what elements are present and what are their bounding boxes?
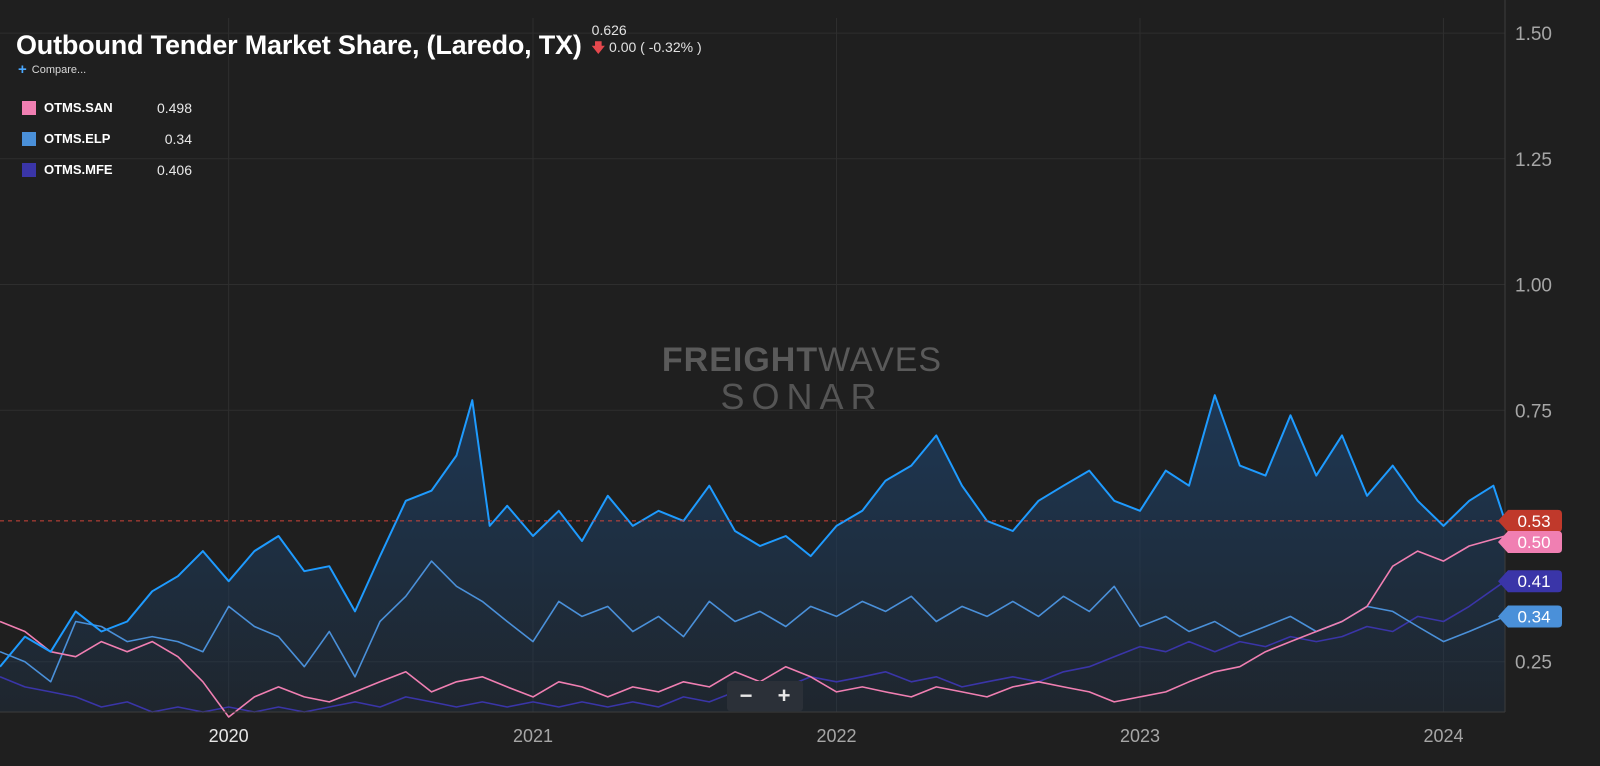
x-tick-label: 2021 xyxy=(513,726,553,746)
series-line-main xyxy=(0,394,1506,668)
legend-value: 0.34 xyxy=(164,130,192,147)
end-label-text: 0.34 xyxy=(1517,607,1550,626)
x-tick-label: 2022 xyxy=(816,726,856,746)
y-axis: 0.25 0.75 1.00 1.25 1.50 xyxy=(1504,0,1552,712)
end-label: 0.34 xyxy=(1498,605,1562,628)
legend-name: OTMS.SAN xyxy=(44,100,113,115)
end-label-text: 0.50 xyxy=(1517,533,1550,552)
legend-value: 0.498 xyxy=(156,99,192,116)
end-label: 0.53 xyxy=(1498,509,1562,532)
quote: 0.626 🡇 0.00 ( -0.32% ) xyxy=(592,22,702,56)
chart-title: Outbound Tender Market Share, (Laredo, T… xyxy=(16,30,582,60)
series-areas xyxy=(0,395,1505,712)
legend-item-elp[interactable]: OTMS.ELP 0.34 xyxy=(22,123,192,154)
legend-item-mfe[interactable]: OTMS.MFE 0.406 xyxy=(22,154,192,185)
series-area-main xyxy=(0,395,1505,712)
last-value: 0.626 xyxy=(591,22,627,38)
y-tick-label: 1.50 xyxy=(1515,24,1552,45)
end-label-text: 0.53 xyxy=(1517,512,1550,531)
x-tick-label: 2024 xyxy=(1423,726,1463,746)
legend-swatch xyxy=(22,100,36,115)
x-tick-label: 2020 xyxy=(209,726,249,746)
end-label-badge xyxy=(1498,605,1562,628)
legend: OTMS.SAN 0.498 OTMS.ELP 0.34 OTMS.MFE 0.… xyxy=(22,92,192,185)
series-line-otms-san xyxy=(0,535,1506,718)
legend-swatch xyxy=(22,162,36,177)
plus-icon: + xyxy=(18,61,27,78)
y-tick-label: 0.75 xyxy=(1515,401,1552,422)
legend-name: OTMS.MFE xyxy=(44,162,113,177)
end-label-text: 0.41 xyxy=(1517,572,1550,591)
zoom-controls: − + xyxy=(727,681,803,711)
change-value: 0.00 ( -0.32% ) xyxy=(609,39,702,55)
y-tick-label: 1.00 xyxy=(1515,276,1552,297)
series-line-otms-elp xyxy=(0,560,1506,683)
x-tick-label: 2023 xyxy=(1120,726,1160,746)
x-axis: 2020 2021 2022 2023 2024 xyxy=(0,711,1505,746)
legend-name: OTMS.ELP xyxy=(44,131,111,146)
zoom-out-button[interactable]: − xyxy=(739,683,753,708)
end-label-badge xyxy=(1498,530,1562,553)
legend-value: 0.406 xyxy=(156,161,192,178)
y-tick-label: 1.25 xyxy=(1515,150,1552,171)
end-label-badge xyxy=(1498,570,1562,593)
legend-item-san[interactable]: OTMS.SAN 0.498 xyxy=(22,92,192,123)
down-arrow-icon: 🡇 xyxy=(591,40,606,55)
end-label: 0.50 xyxy=(1498,530,1562,553)
end-label-badge xyxy=(1498,509,1562,532)
y-tick-label: 0.25 xyxy=(1515,653,1552,674)
chart-header: Outbound Tender Market Share, (Laredo, T… xyxy=(16,22,702,64)
zoom-in-button[interactable]: + xyxy=(777,683,791,708)
legend-swatch xyxy=(22,131,36,146)
end-label: 0.41 xyxy=(1498,570,1562,593)
series-lines xyxy=(0,394,1506,718)
compare-button[interactable]: + Compare... xyxy=(18,61,87,78)
compare-label: Compare... xyxy=(31,64,87,76)
change-row: 🡇 0.00 ( -0.32% ) xyxy=(592,39,702,56)
end-labels: 0.53 0.50 0.41 0.34 xyxy=(1498,509,1562,628)
